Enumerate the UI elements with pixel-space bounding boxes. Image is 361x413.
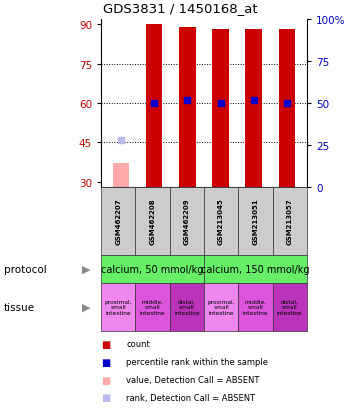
Text: protocol: protocol xyxy=(4,264,46,274)
Bar xyxy=(245,31,262,188)
Bar xyxy=(238,188,273,255)
Text: GSM213051: GSM213051 xyxy=(252,198,258,244)
Bar xyxy=(273,283,307,331)
Bar xyxy=(204,283,238,331)
Text: distal,
small
intestine: distal, small intestine xyxy=(174,299,200,316)
Text: ▶: ▶ xyxy=(82,302,91,312)
Text: GSM462208: GSM462208 xyxy=(149,198,156,244)
Text: distal,
small
intestine: distal, small intestine xyxy=(277,299,303,316)
Bar xyxy=(101,188,135,255)
Bar xyxy=(238,283,273,331)
Text: ■: ■ xyxy=(101,375,110,385)
Bar xyxy=(113,164,129,188)
Text: GDS3831 / 1450168_at: GDS3831 / 1450168_at xyxy=(103,2,258,15)
Text: GSM213045: GSM213045 xyxy=(218,198,224,245)
Bar xyxy=(279,31,295,188)
Text: ■: ■ xyxy=(101,357,110,367)
Bar xyxy=(135,188,170,255)
Bar xyxy=(146,25,162,188)
Text: calcium, 50 mmol/kg: calcium, 50 mmol/kg xyxy=(101,264,204,274)
Text: value, Detection Call = ABSENT: value, Detection Call = ABSENT xyxy=(126,375,260,384)
Text: middle,
small
intestine: middle, small intestine xyxy=(243,299,268,316)
Bar xyxy=(212,31,229,188)
Bar xyxy=(101,283,135,331)
Text: calcium, 150 mmol/kg: calcium, 150 mmol/kg xyxy=(201,264,310,274)
Bar xyxy=(170,188,204,255)
Text: rank, Detection Call = ABSENT: rank, Detection Call = ABSENT xyxy=(126,393,256,402)
Text: GSM213057: GSM213057 xyxy=(287,198,293,244)
Text: middle,
small
intestine: middle, small intestine xyxy=(140,299,165,316)
Bar xyxy=(204,255,307,283)
Text: GSM462207: GSM462207 xyxy=(115,198,121,244)
Text: percentile rank within the sample: percentile rank within the sample xyxy=(126,357,268,366)
Bar xyxy=(101,255,204,283)
Bar xyxy=(179,28,196,188)
Text: count: count xyxy=(126,339,150,349)
Text: GSM462209: GSM462209 xyxy=(184,198,190,244)
Text: ▶: ▶ xyxy=(82,264,91,274)
Text: tissue: tissue xyxy=(4,302,35,312)
Text: ■: ■ xyxy=(101,392,110,402)
Text: proximal,
small
intestine: proximal, small intestine xyxy=(104,299,132,316)
Text: proximal,
small
intestine: proximal, small intestine xyxy=(207,299,235,316)
Bar xyxy=(170,283,204,331)
Text: ■: ■ xyxy=(101,339,110,349)
Bar xyxy=(273,188,307,255)
Bar xyxy=(204,188,238,255)
Bar xyxy=(135,283,170,331)
